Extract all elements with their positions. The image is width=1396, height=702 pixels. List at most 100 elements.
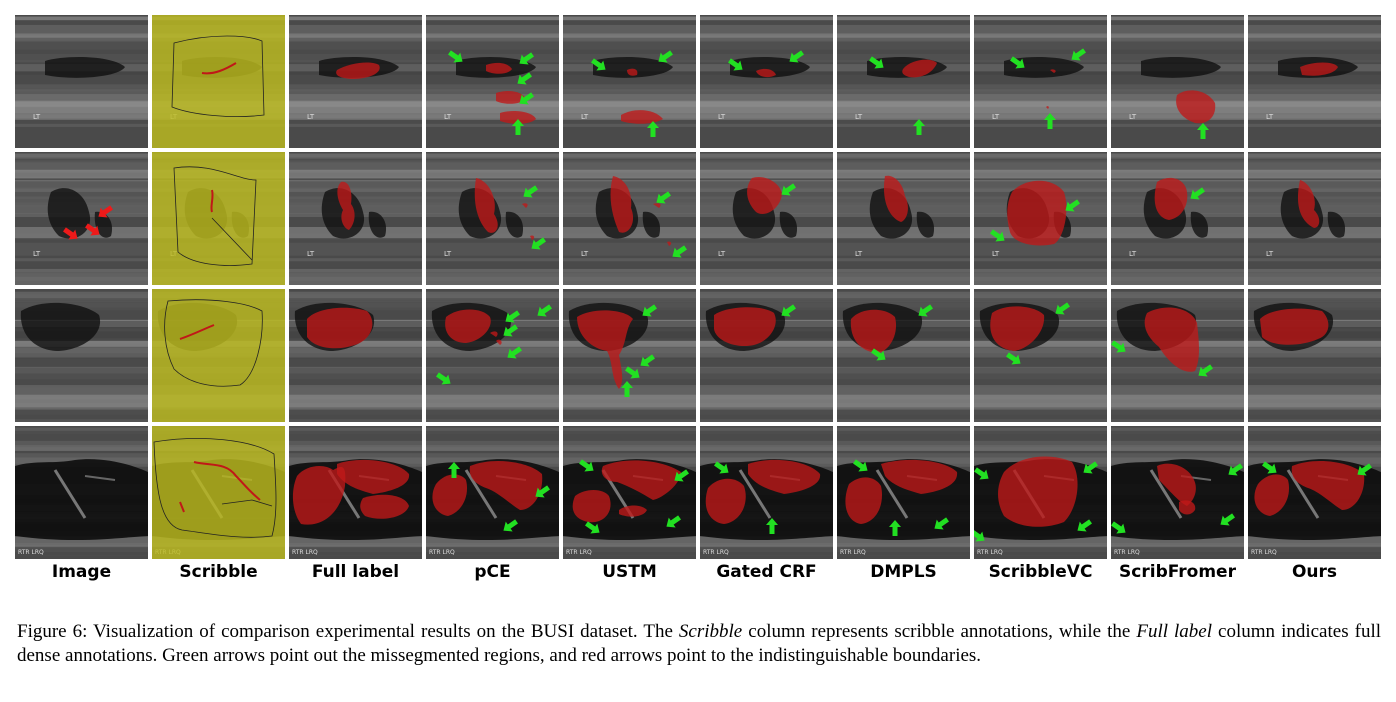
green-arrow-icon (934, 517, 949, 530)
green-arrow-icon (656, 191, 671, 204)
caption-text-3: column indicates full dense annotations.… (17, 621, 1382, 666)
green-arrow-icon (869, 56, 884, 69)
green-arrow-icon (640, 354, 655, 367)
image-watermark: LT (1129, 113, 1137, 121)
green-arrow-icon (1077, 519, 1092, 532)
image-watermark: LT (1266, 113, 1274, 121)
cell-row-3-full-label (289, 289, 422, 422)
green-arrow-icon (1220, 513, 1235, 526)
predicted-mask (469, 460, 543, 510)
green-arrow-icon (1111, 340, 1126, 353)
scribble-boundary (171, 35, 265, 117)
green-arrow-icon (781, 183, 796, 196)
predicted-mask (845, 477, 883, 524)
ultrasound-image (974, 289, 1107, 422)
cell-row-1-full-label: LT (289, 15, 422, 148)
green-arrow-icon (647, 121, 659, 137)
green-arrow-icon (1044, 113, 1056, 129)
green-arrow-icon (1055, 302, 1070, 315)
predicted-mask (1154, 177, 1188, 220)
ultrasound-image (289, 289, 422, 422)
green-arrow-icon (503, 519, 518, 532)
image-watermark: RTR LRQ (840, 549, 866, 556)
image-watermark: RTR LRQ (1114, 549, 1140, 556)
predicted-mask (883, 175, 908, 222)
image-watermark: LT (1129, 250, 1137, 258)
cell-row-4-scribblevc: RTR LRQ (974, 426, 1107, 559)
column-header-gated-crf: Gated CRF (716, 562, 817, 582)
ultrasound-image: LT (15, 15, 148, 148)
green-arrow-icon (1190, 187, 1205, 200)
scribble-overlay (152, 289, 285, 422)
cell-row-4-full-label: RTR LRQ (289, 426, 422, 559)
green-arrow-icon (918, 304, 933, 317)
predicted-mask (1050, 69, 1056, 73)
ultrasound-image: LT (289, 152, 422, 285)
green-arrow-icon (1262, 461, 1277, 474)
green-arrow-icon (642, 304, 657, 317)
predicted-mask (998, 456, 1078, 527)
green-arrow-icon (1198, 364, 1213, 377)
image-watermark: RTR LRQ (703, 549, 729, 556)
green-arrow-icon (672, 245, 687, 258)
column-header-ustm: USTM (602, 562, 657, 582)
cell-row-3-image (15, 289, 148, 422)
predicted-mask (610, 176, 634, 233)
cell-row-2-scribble: LT (152, 152, 285, 285)
green-arrow-icon (531, 237, 546, 250)
green-arrow-icon (507, 346, 522, 359)
image-watermark: LT (33, 250, 41, 258)
predicted-mask (1179, 500, 1196, 515)
predicted-mask (432, 474, 468, 516)
green-arrow-icon (621, 381, 633, 397)
green-arrow-icon (1083, 461, 1098, 474)
green-arrow-icon (512, 119, 524, 135)
ultrasound-image: LT (426, 15, 559, 148)
green-arrow-icon (1006, 352, 1021, 365)
image-watermark: LT (307, 250, 315, 258)
green-arrow-icon (781, 304, 796, 317)
cell-row-4-scribfromer: RTR LRQ (1111, 426, 1244, 559)
cell-row-4-ustm: RTR LRQ (563, 426, 696, 559)
predicted-mask (902, 59, 937, 78)
ground-truth-mask (360, 494, 409, 519)
green-arrow-icon (1010, 56, 1025, 69)
green-arrow-icon (789, 50, 804, 63)
predicted-mask (486, 62, 512, 74)
ultrasound-image: RTR LRQ (15, 426, 148, 559)
predicted-mask (1254, 474, 1290, 516)
green-arrow-icon (728, 58, 743, 71)
green-arrow-icon (990, 229, 1005, 242)
cell-row-1-ours: LT (1248, 15, 1381, 148)
cell-row-2-full-label: LT (289, 152, 422, 285)
image-watermark: LT (307, 113, 315, 121)
cell-row-3-scribble (152, 289, 285, 422)
ultrasound-image: LT (563, 15, 696, 148)
ultrasound-image: LT (1248, 15, 1381, 148)
scribble-stroke (179, 461, 261, 513)
scribble-stroke (179, 324, 215, 340)
column-header-scribfromer: ScribFromer (1119, 562, 1236, 582)
image-watermark: LT (33, 113, 41, 121)
green-arrow-icon (974, 529, 985, 542)
green-arrow-icon (889, 520, 901, 536)
green-arrow-icon (519, 52, 534, 65)
ultrasound-image: LT (289, 15, 422, 148)
red-arrow-icon (63, 227, 78, 240)
predicted-mask (714, 307, 776, 347)
image-watermark: RTR LRQ (18, 549, 44, 556)
ground-truth-mask (307, 307, 373, 349)
predicted-mask (577, 310, 633, 389)
cell-row-4-pce: RTR LRQ (426, 426, 559, 559)
predicted-mask (496, 339, 502, 345)
image-watermark: LT (444, 113, 452, 121)
green-arrow-icon (448, 462, 460, 478)
green-arrow-icon (1071, 48, 1086, 61)
scribble-overlay (152, 15, 285, 148)
green-arrow-icon (519, 92, 534, 105)
cell-row-1-scribble: LT (152, 15, 285, 148)
ultrasound-image: LT (974, 15, 1107, 148)
ultrasound-image (563, 289, 696, 422)
figure-caption: Figure 6: Visualization of comparison ex… (17, 620, 1381, 668)
image-watermark: LT (581, 113, 589, 121)
